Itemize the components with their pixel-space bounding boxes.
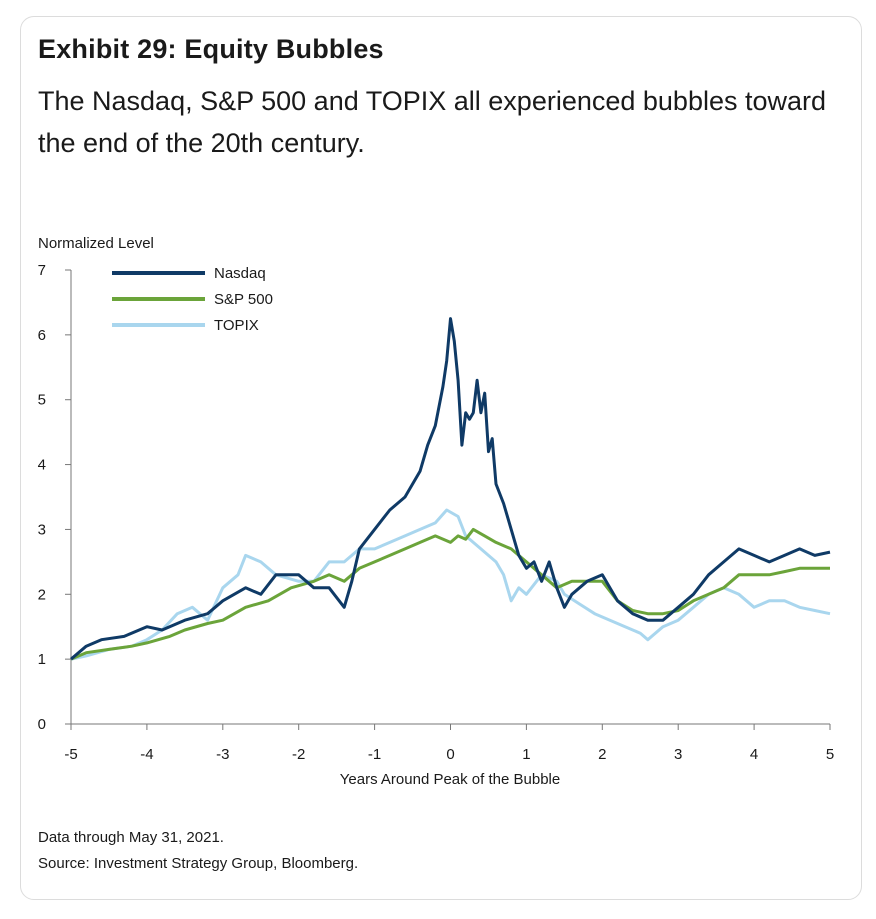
series-line-s-p-500 bbox=[70, 527, 830, 661]
y-axis-label: Normalized Level bbox=[38, 235, 154, 252]
x-tick-label: 3 bbox=[674, 746, 682, 763]
y-tick-label: 5 bbox=[38, 392, 46, 409]
axes: 0 1 2 3 4 5 6 7 -5 -4 -3 -2 -1 0 1 2 3 4 5 bbox=[38, 262, 835, 763]
y-tick-label: 3 bbox=[38, 521, 46, 538]
series-line-topix bbox=[70, 508, 831, 661]
y-tick-label: 1 bbox=[38, 651, 46, 668]
exhibit-subtitle: The Nasdaq, S&P 500 and TOPIX all experi… bbox=[38, 86, 827, 158]
x-tick-label: -5 bbox=[64, 746, 77, 763]
footnote-data-date: Data through May 31, 2021. bbox=[38, 829, 224, 846]
legend-label-nasdaq: Nasdaq bbox=[214, 265, 266, 282]
x-tick-label: 2 bbox=[598, 746, 606, 763]
y-tick-label: 0 bbox=[38, 716, 46, 733]
y-tick-label: 6 bbox=[38, 327, 46, 344]
y-tick-label: 4 bbox=[38, 457, 46, 474]
x-tick-label: 4 bbox=[750, 746, 758, 763]
exhibit-title: Exhibit 29: Equity Bubbles bbox=[38, 34, 384, 64]
legend-label-topix: TOPIX bbox=[214, 317, 259, 334]
x-tick-label: 0 bbox=[446, 746, 454, 763]
x-tick-label: 1 bbox=[522, 746, 530, 763]
footnote-source: Source: Investment Strategy Group, Bloom… bbox=[38, 855, 359, 872]
x-tick-label: -4 bbox=[140, 746, 153, 763]
legend-label-s-p-500: S&P 500 bbox=[214, 291, 273, 308]
y-tick-label: 2 bbox=[38, 586, 46, 603]
exhibit-card bbox=[20, 16, 862, 900]
legend: Nasdaq S&P 500 TOPIX bbox=[112, 265, 273, 334]
x-tick-label: -2 bbox=[292, 746, 305, 763]
series-line-nasdaq bbox=[70, 317, 831, 661]
y-tick-label: 7 bbox=[38, 262, 46, 279]
x-tick-label: -3 bbox=[216, 746, 229, 763]
x-axis-label: Years Around Peak of the Bubble bbox=[340, 771, 560, 788]
x-tick-label: 5 bbox=[826, 746, 834, 763]
series-layer bbox=[70, 317, 831, 661]
x-tick-label: -1 bbox=[368, 746, 381, 763]
